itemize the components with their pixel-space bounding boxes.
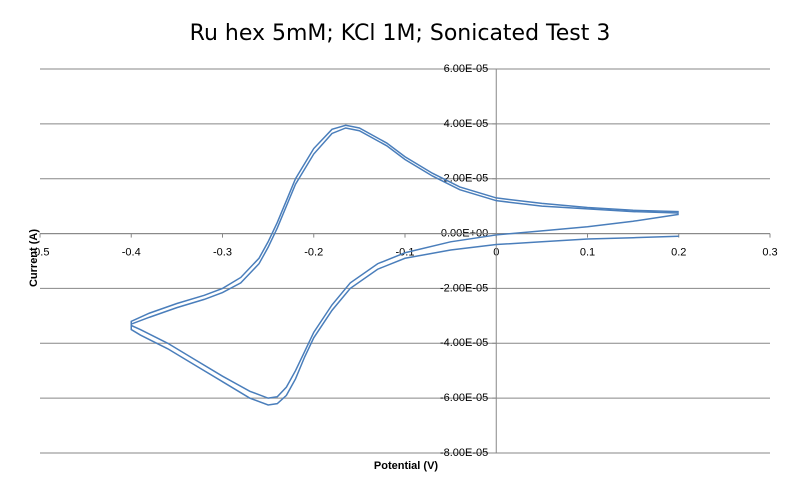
- data-line: [130, 127, 679, 399]
- y-tick-label: -6.00E-05: [440, 392, 488, 404]
- x-tick-label: -0.5: [31, 246, 50, 258]
- y-tick-label: 6.00E-05: [444, 63, 489, 75]
- y-tick-label: -8.00E-05: [440, 447, 488, 459]
- y-tick-label: 2.00E-05: [444, 173, 489, 185]
- y-tick-label: 4.00E-05: [444, 118, 489, 130]
- x-tick-label: -0.4: [122, 246, 141, 258]
- x-tick-label: -0.2: [304, 246, 323, 258]
- x-tick-label: 0.1: [580, 246, 595, 258]
- chart-title: Ru hex 5mM; KCl 1M; Sonicated Test 3: [190, 21, 611, 46]
- x-tick-label: 0.2: [671, 246, 686, 258]
- y-tick-label: -4.00E-05: [440, 337, 488, 349]
- x-tick-label: 0.3: [762, 246, 777, 258]
- x-axis-title: Potential (V): [374, 460, 439, 472]
- y-tick-label: -2.00E-05: [440, 282, 488, 294]
- data-line: [130, 124, 679, 406]
- y-axis-title: Current (A): [28, 229, 40, 287]
- x-tick-label: -0.3: [213, 246, 232, 258]
